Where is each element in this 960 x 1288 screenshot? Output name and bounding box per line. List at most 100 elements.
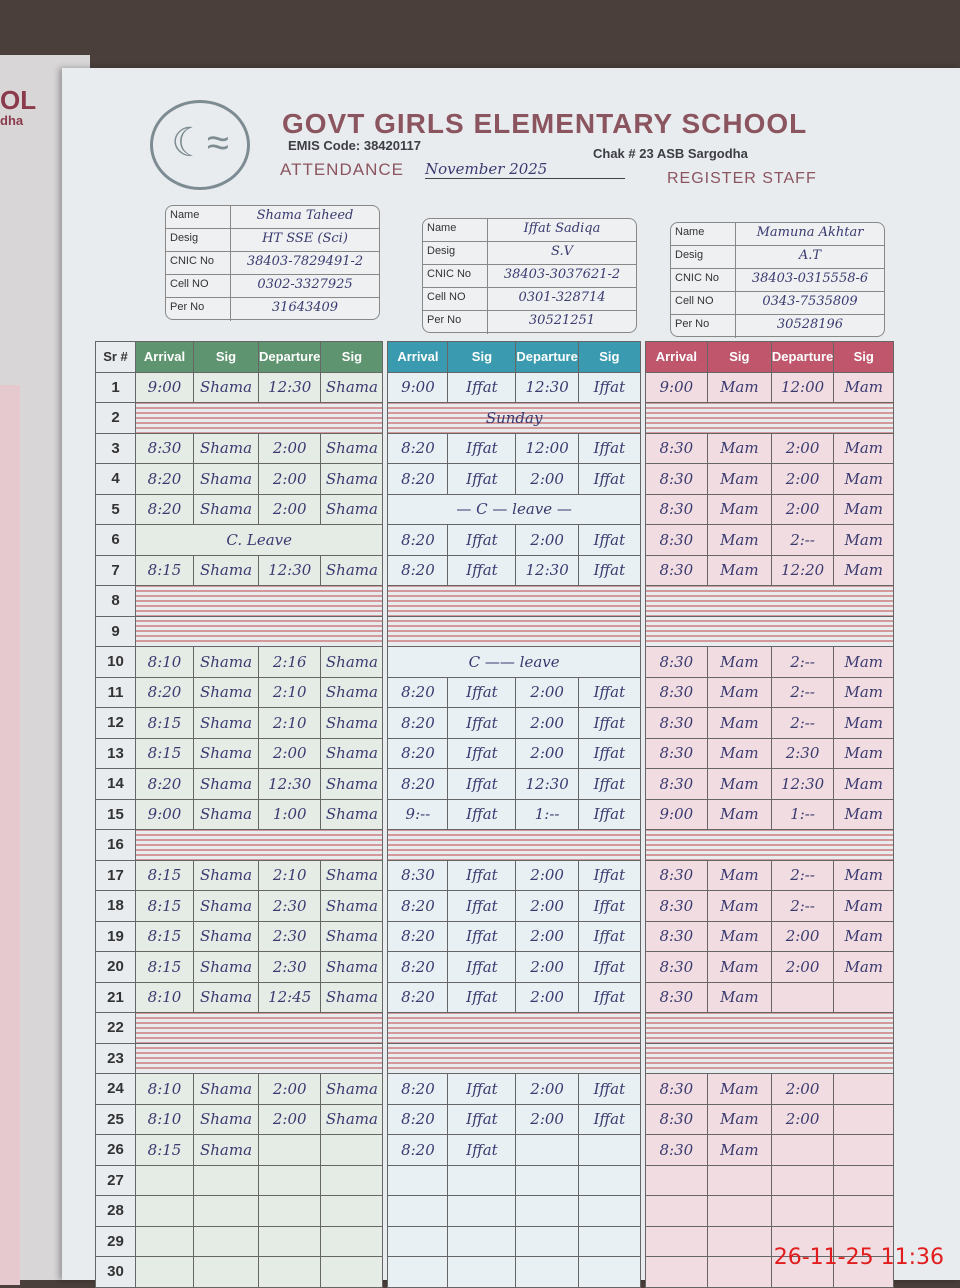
sr-number: 9	[95, 615, 136, 647]
departure-sig-cell: Mam	[833, 463, 895, 495]
card-value-desig: S.V	[551, 244, 573, 259]
table-row: 23	[95, 1042, 895, 1074]
departure-sig-cell: Shama	[320, 951, 384, 983]
arrival-header: Arrival	[387, 341, 449, 373]
card-label: Name	[166, 206, 231, 228]
arrival-sig-cell: Shama	[193, 432, 259, 464]
school-title: GOVT GIRLS ELEMENTARY SCHOOL	[282, 108, 808, 139]
sig-header: Sig	[320, 341, 384, 373]
departure-sig-cell	[577, 1256, 641, 1288]
departure-sig-cell	[577, 1164, 641, 1196]
table-row: 15 9:00 Shama 1:00 Shama 9:-- Iffat 1:-- Iffat 9:…	[95, 798, 895, 830]
arrival-cell	[135, 1164, 194, 1196]
departure-cell: 2:--	[770, 676, 835, 708]
arrival-cell: 8:30	[644, 981, 708, 1013]
arrival-cell: 8:30	[644, 676, 708, 708]
arrival-sig-cell: Shama	[193, 1103, 259, 1135]
card-value-cnic: 38403-0315558-6	[751, 271, 869, 286]
sr-number: 23	[95, 1042, 136, 1074]
card-value-cell: 0302-3327925	[257, 277, 353, 292]
struck-row-cell	[644, 615, 895, 647]
card-label: Desig	[423, 242, 488, 264]
left-page-title: OL	[0, 85, 37, 115]
arrival-cell: 8:30	[135, 432, 194, 464]
table-row: 4 8:20 Shama 2:00 Shama 8:20 Iffat 2:00 Iffat 8:3…	[95, 463, 895, 495]
arrival-cell: 8:20	[387, 676, 449, 708]
sr-number: 10	[95, 646, 136, 678]
sr-number: 29	[95, 1225, 136, 1257]
departure-sig-cell: Mam	[833, 554, 895, 586]
arrival-sig-cell: Shama	[193, 646, 259, 678]
departure-cell: 2:00	[257, 1103, 322, 1135]
departure-cell: 2:--	[770, 524, 835, 556]
struck-row-cell	[134, 615, 384, 647]
table-row: 7 8:15 Shama 12:30 Shama 8:20 Iffat 12:30 Iffat 8…	[95, 554, 895, 586]
departure-sig-cell: Mam	[833, 524, 895, 556]
table-row: 1 9:00 Shama 12:30 Shama 9:00 Iffat 12:30 Iffat 9…	[95, 371, 895, 403]
table-row: 21 8:10 Shama 12:45 Shama 8:20 Iffat 2:00 Iffat 8…	[95, 981, 895, 1013]
departure-sig-cell: Mam	[833, 951, 895, 983]
staff-card: Name Mamuna Akhtar Desig A.T CNIC No 38403-03…	[670, 222, 885, 338]
departure-cell: 2:00	[257, 737, 322, 769]
departure-cell	[515, 1195, 579, 1227]
sr-number: 1	[95, 371, 136, 403]
departure-sig-cell: Shama	[320, 768, 384, 800]
departure-sig-cell	[833, 981, 895, 1013]
departure-sig-cell	[320, 1225, 384, 1257]
table-row: 20 8:15 Shama 2:30 Shama 8:20 Iffat 2:00 Iffat 8:…	[95, 951, 895, 983]
sr-number: 20	[95, 951, 136, 983]
arrival-cell: 8:30	[644, 859, 708, 891]
departure-sig-cell: Iffat	[577, 981, 641, 1013]
departure-cell: 2:00	[257, 432, 322, 464]
card-row-desig: Desig A.T	[671, 246, 884, 269]
departure-sig-cell	[833, 1195, 895, 1227]
sr-header: Sr #	[95, 341, 136, 373]
departure-header: Departure	[515, 341, 579, 373]
arrival-sig-cell: Iffat	[447, 1103, 517, 1135]
arrival-cell: 9:00	[135, 798, 194, 830]
card-label: Desig	[166, 229, 231, 251]
departure-cell: 2:00	[257, 1073, 322, 1105]
departure-sig-cell: Iffat	[577, 554, 641, 586]
departure-cell: 2:30	[257, 951, 322, 983]
sr-number: 30	[95, 1256, 136, 1288]
table-row: 13 8:15 Shama 2:00 Shama 8:20 Iffat 2:00 Iffat 8:…	[95, 737, 895, 769]
arrival-sig-cell: Mam	[706, 981, 772, 1013]
departure-cell: 12:00	[770, 371, 835, 403]
card-row-desig: Desig HT SSE (Sci)	[166, 229, 379, 252]
departure-cell: 2:00	[515, 1103, 579, 1135]
departure-cell: 2:00	[515, 981, 579, 1013]
arrival-sig-cell: Mam	[706, 737, 772, 769]
struck-row-cell	[387, 1012, 641, 1044]
sr-number: 17	[95, 859, 136, 891]
arrival-cell: 8:30	[644, 1134, 708, 1166]
departure-sig-cell: Iffat	[577, 951, 641, 983]
departure-sig-cell: Mam	[833, 646, 895, 678]
sr-number: 2	[95, 402, 136, 434]
departure-sig-cell: Iffat	[577, 859, 641, 891]
arrival-sig-cell: Iffat	[447, 737, 517, 769]
arrival-cell: 8:30	[644, 768, 708, 800]
departure-cell: 2:00	[770, 493, 835, 525]
card-row-per: Per No 30521251	[423, 311, 636, 334]
arrival-cell: 8:30	[644, 707, 708, 739]
arrival-cell: 8:30	[644, 646, 708, 678]
arrival-cell: 8:20	[387, 707, 449, 739]
arrival-cell: 8:30	[644, 737, 708, 769]
departure-sig-cell	[320, 1134, 384, 1166]
departure-cell: 12:30	[770, 768, 835, 800]
arrival-cell: 8:20	[387, 951, 449, 983]
departure-cell: 2:00	[515, 920, 579, 952]
departure-sig-cell	[833, 1103, 895, 1135]
arrival-cell	[644, 1225, 708, 1257]
departure-sig-cell	[320, 1256, 384, 1288]
arrival-sig-cell: Shama	[193, 920, 259, 952]
card-label: Desig	[671, 246, 736, 268]
arrival-cell: 8:10	[135, 981, 194, 1013]
sr-number: 12	[95, 707, 136, 739]
arrival-cell: 8:15	[135, 920, 194, 952]
arrival-cell: 8:30	[644, 432, 708, 464]
departure-cell: 12:30	[257, 371, 322, 403]
departure-cell	[257, 1195, 322, 1227]
departure-cell	[257, 1225, 322, 1257]
